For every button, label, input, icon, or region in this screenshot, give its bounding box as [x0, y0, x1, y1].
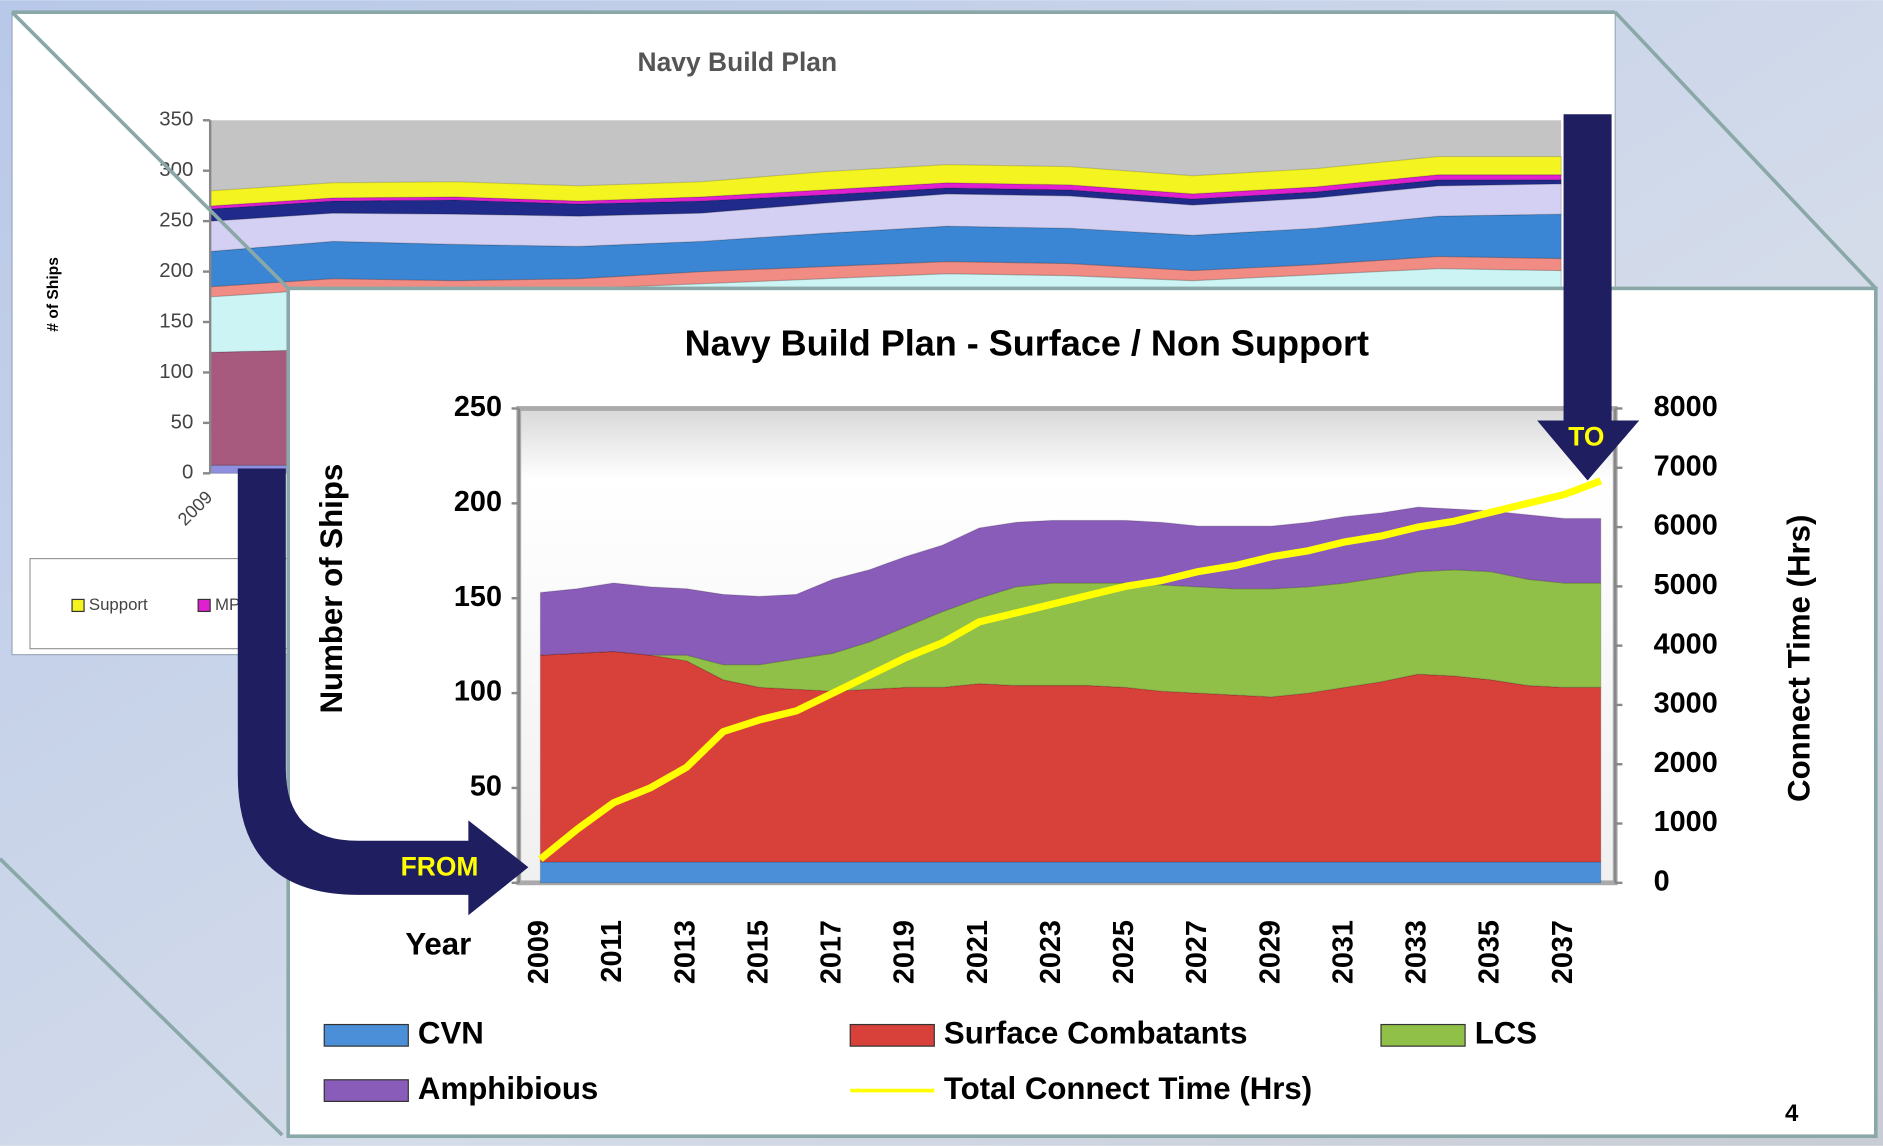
x-tick-label: 2033 — [1401, 920, 1433, 984]
y-tick-label: 50 — [470, 771, 502, 803]
y2-tick-label: 4000 — [1654, 628, 1718, 660]
x-tick-label: 2019 — [889, 920, 921, 984]
y-tick-label: 100 — [159, 361, 193, 383]
y-tick-label: 350 — [159, 109, 193, 131]
x-tick-label: 2017 — [816, 920, 848, 984]
annotation: FROM — [401, 851, 479, 881]
box-edges — [0, 10, 1878, 1137]
legend-swatch — [71, 598, 85, 613]
area — [209, 155, 1562, 207]
y-tick-label: 250 — [454, 391, 502, 423]
legend-swatch — [1380, 1023, 1466, 1047]
x-tick-label: 2013 — [669, 920, 701, 984]
y-tick-label: 200 — [454, 486, 502, 518]
line — [538, 477, 1603, 862]
chart-title: Navy Build Plan — [638, 47, 838, 77]
area — [209, 213, 1562, 288]
y-tick-label: 100 — [454, 676, 502, 708]
y2-tick-label: 2000 — [1654, 747, 1718, 779]
legend-swatch — [323, 1023, 409, 1047]
legend-swatch — [197, 598, 211, 613]
area — [209, 174, 1562, 210]
y-tick-label: 150 — [159, 310, 193, 332]
legend-label: Amphibious — [418, 1071, 598, 1106]
legend-label: Total Connect Time (Hrs) — [944, 1071, 1312, 1106]
page-number: 4 — [1785, 1100, 1799, 1127]
x-tick-label: 2035 — [1474, 920, 1506, 984]
annotation: TO — [1568, 421, 1604, 451]
x-tick-label: 2023 — [1035, 920, 1067, 984]
x-tick-label: 2011 — [596, 920, 628, 983]
x-tick-label: 2015 — [742, 920, 774, 984]
legend-label: Support — [89, 595, 148, 614]
x-tick-label: 2037 — [1547, 920, 1579, 984]
legend-label: LCS — [1475, 1016, 1537, 1051]
y2-tick-label: 1000 — [1654, 806, 1718, 838]
y2-tick-label: 8000 — [1654, 391, 1718, 423]
box-edge — [10, 10, 290, 290]
x-axis-label: Year — [405, 927, 471, 962]
from-arrow — [237, 468, 529, 916]
area — [209, 183, 1562, 253]
x-tick-label: 2009 — [523, 920, 555, 984]
legend-label: MP — [215, 595, 240, 614]
y2-axis-label: Connect Time (Hrs) — [1782, 515, 1817, 802]
front-chart: Navy Build Plan - Surface / Non Support N… — [314, 323, 1816, 1106]
x-tick-label: 2029 — [1254, 920, 1286, 984]
y-tick-label: 150 — [454, 581, 502, 613]
y-axis-label: Number of Ships — [314, 464, 349, 714]
x-tick-label: 2021 — [962, 920, 994, 984]
area — [539, 861, 1602, 884]
x-tick-label: 2025 — [1108, 920, 1140, 984]
x-tick-label: 2027 — [1181, 920, 1213, 984]
y-tick-label: 300 — [159, 159, 193, 181]
area — [209, 179, 1562, 222]
box-edge — [0, 857, 284, 1137]
y-tick-label: 200 — [159, 260, 193, 282]
chart-title: Navy Build Plan - Surface / Non Support — [685, 323, 1369, 364]
y2-tick-label: 6000 — [1654, 510, 1718, 542]
y-tick-label: 0 — [182, 462, 193, 484]
legend-label: Surface Combatants — [944, 1016, 1248, 1051]
y2-tick-label: 7000 — [1654, 450, 1718, 482]
y2-tick-label: 5000 — [1654, 569, 1718, 601]
legend-swatch — [323, 1079, 409, 1102]
to-arrow — [1537, 114, 1640, 481]
y-axis-label: # of Ships — [45, 257, 62, 332]
legend-swatch — [849, 1023, 935, 1047]
y2-tick-label: 3000 — [1654, 688, 1718, 720]
y-tick-label: 50 — [171, 411, 194, 433]
box-edge — [1613, 10, 1878, 290]
legend-label: CVN — [418, 1016, 484, 1051]
y2-tick-label: 0 — [1654, 865, 1670, 897]
y-tick-label: 250 — [159, 210, 193, 232]
x-tick-label: 2031 — [1327, 920, 1359, 984]
